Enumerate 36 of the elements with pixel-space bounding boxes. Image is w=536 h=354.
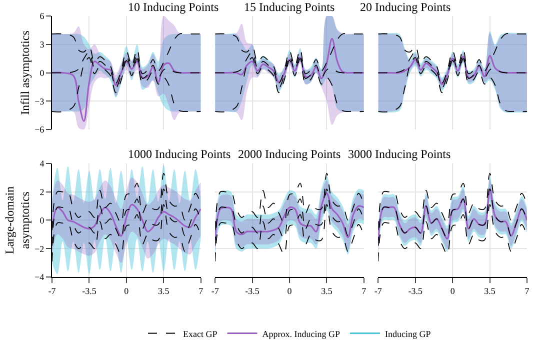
y-tick-label: 0 xyxy=(40,215,45,226)
y-tick-label: −2 xyxy=(34,244,44,254)
x-tick-label: 7 xyxy=(362,286,367,296)
y-tick-label: −3 xyxy=(34,96,45,106)
x-tick-label: 7 xyxy=(198,286,204,296)
y-tick-label: 2 xyxy=(40,186,44,197)
x-tick-label: -3.5 xyxy=(408,286,423,296)
chart-title: 20 Inducing Points xyxy=(360,0,451,14)
x-tick-label: 0 xyxy=(450,286,456,296)
x-tick-label: -7 xyxy=(211,286,220,296)
y-tick-label: 3 xyxy=(40,40,45,50)
x-tick-label: 0 xyxy=(124,286,130,296)
chart-title: 15 Inducing Points xyxy=(244,0,335,14)
y-tick-label: 4 xyxy=(40,158,45,169)
y-tick-label: −6 xyxy=(34,124,45,135)
x-tick-label: -7 xyxy=(48,286,56,296)
chart-title: 10 Inducing Points xyxy=(128,0,219,14)
legend-label: Exact GP xyxy=(183,328,218,339)
y-tick-label: −4 xyxy=(34,272,45,282)
x-tick-label: -3.5 xyxy=(245,286,260,296)
x-tick-label: 7 xyxy=(524,286,530,296)
y-tick-label: 6 xyxy=(40,11,45,22)
x-tick-label: -7 xyxy=(374,286,382,296)
x-tick-label: 0 xyxy=(287,286,292,296)
x-tick-label: 3.5 xyxy=(158,286,170,296)
legend-label: Approx. Inducing GP xyxy=(262,328,340,339)
x-tick-label: 3.5 xyxy=(484,286,496,296)
y-axis-title: Infill asymptotics xyxy=(18,30,32,115)
y-axis-title: Large-domain asymptotics xyxy=(2,186,32,254)
chart-title: 1000 Inducing Points xyxy=(128,147,231,161)
legend-label: Inducing GP xyxy=(385,328,431,339)
chart-title: 2000 Inducing Points xyxy=(238,147,341,161)
y-tick-label: 0 xyxy=(40,68,45,78)
x-tick-label: -3.5 xyxy=(82,286,97,296)
x-tick-label: 3.5 xyxy=(321,286,333,296)
chart-title: 3000 Inducing Points xyxy=(348,147,451,161)
